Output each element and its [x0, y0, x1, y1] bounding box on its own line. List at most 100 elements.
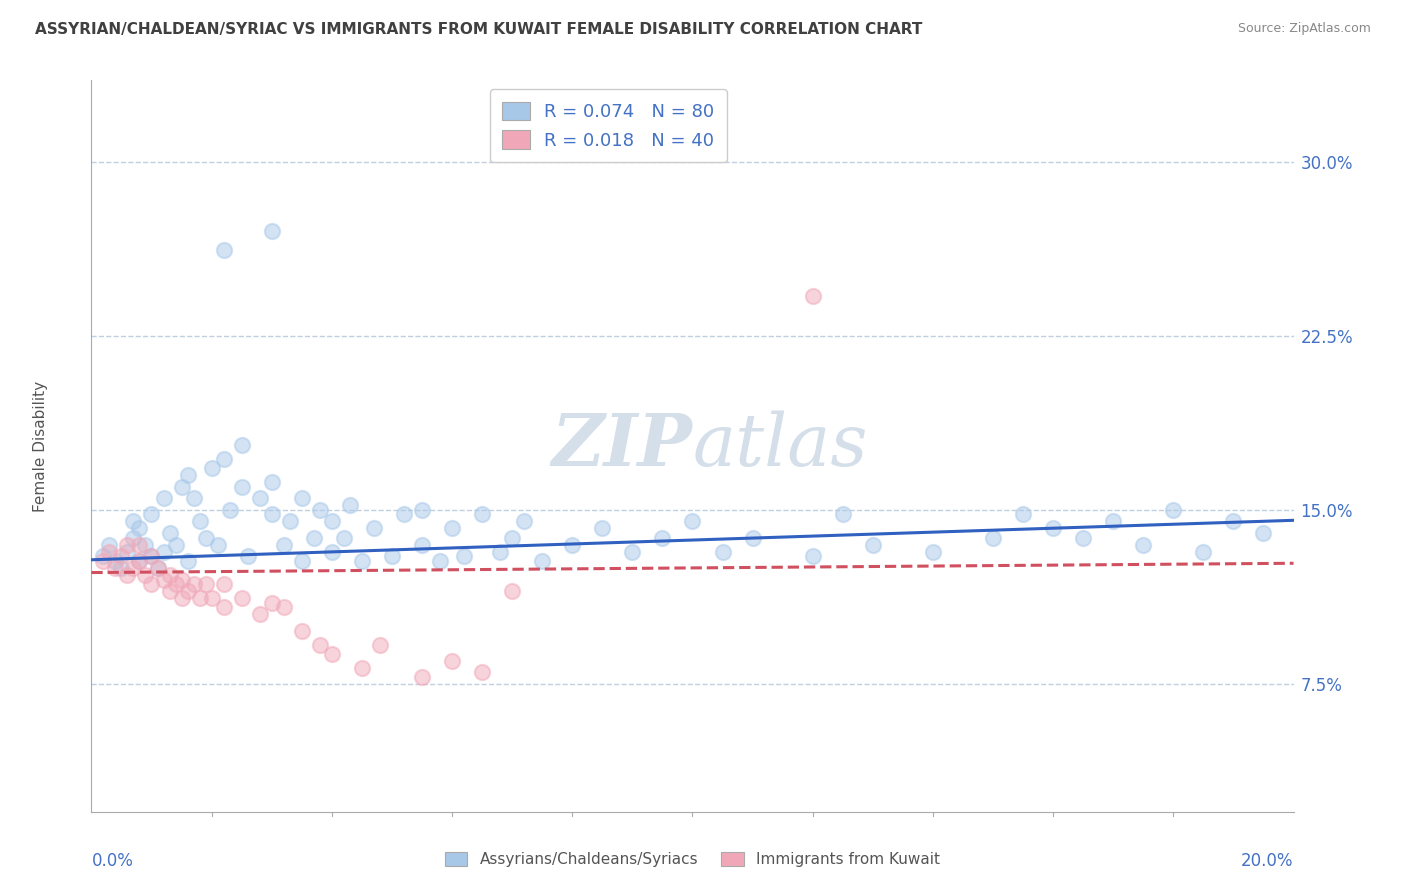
Point — [146, 561, 169, 575]
Point — [212, 451, 235, 466]
Point — [273, 600, 295, 615]
Point — [411, 538, 433, 552]
Point — [561, 538, 583, 552]
Point — [249, 491, 271, 506]
Point — [207, 538, 229, 552]
Point — [218, 503, 240, 517]
Point — [159, 584, 181, 599]
Point — [1161, 503, 1184, 517]
Point — [212, 243, 235, 257]
Point — [93, 549, 115, 564]
Point — [201, 461, 224, 475]
Point — [128, 538, 150, 552]
Point — [170, 591, 193, 606]
Point — [128, 554, 150, 568]
Point — [170, 573, 193, 587]
Point — [591, 521, 613, 535]
Point — [176, 584, 198, 599]
Point — [801, 289, 824, 303]
Point — [212, 577, 235, 591]
Text: ASSYRIAN/CHALDEAN/SYRIAC VS IMMIGRANTS FROM KUWAIT FEMALE DISABILITY CORRELATION: ASSYRIAN/CHALDEAN/SYRIAC VS IMMIGRANTS F… — [35, 22, 922, 37]
Point — [308, 503, 330, 517]
Point — [621, 544, 644, 558]
Point — [291, 554, 314, 568]
Point — [152, 491, 174, 506]
Point — [188, 591, 211, 606]
Point — [98, 544, 121, 558]
Point — [801, 549, 824, 564]
Point — [1102, 515, 1125, 529]
Point — [291, 491, 314, 506]
Point — [183, 577, 205, 591]
Point — [1071, 531, 1094, 545]
Point — [165, 577, 187, 591]
Point — [104, 561, 127, 575]
Point — [170, 480, 193, 494]
Point — [501, 531, 523, 545]
Point — [110, 561, 132, 575]
Point — [141, 549, 163, 564]
Point — [93, 554, 115, 568]
Text: Female Disability: Female Disability — [34, 380, 48, 512]
Point — [122, 515, 145, 529]
Point — [273, 538, 295, 552]
Point — [363, 521, 385, 535]
Point — [1222, 515, 1244, 529]
Point — [134, 538, 156, 552]
Point — [260, 508, 283, 522]
Point — [1042, 521, 1064, 535]
Point — [513, 515, 536, 529]
Point — [260, 224, 283, 238]
Point — [122, 561, 145, 575]
Point — [141, 549, 163, 564]
Point — [681, 515, 703, 529]
Point — [152, 544, 174, 558]
Point — [1192, 544, 1215, 558]
Point — [350, 661, 373, 675]
Point — [1253, 526, 1275, 541]
Point — [308, 638, 330, 652]
Point — [110, 549, 132, 564]
Point — [321, 544, 343, 558]
Point — [922, 544, 945, 558]
Point — [194, 531, 217, 545]
Point — [291, 624, 314, 638]
Point — [117, 567, 139, 582]
Point — [249, 607, 271, 622]
Point — [176, 554, 198, 568]
Point — [141, 508, 163, 522]
Point — [831, 508, 853, 522]
Point — [104, 554, 127, 568]
Point — [231, 438, 253, 452]
Point — [122, 531, 145, 545]
Point — [117, 538, 139, 552]
Point — [392, 508, 415, 522]
Point — [471, 508, 494, 522]
Point — [489, 544, 512, 558]
Point — [212, 600, 235, 615]
Point — [201, 591, 224, 606]
Text: ZIP: ZIP — [551, 410, 692, 482]
Point — [278, 515, 301, 529]
Point — [471, 665, 494, 680]
Point — [381, 549, 404, 564]
Point — [333, 531, 356, 545]
Point — [741, 531, 763, 545]
Point — [260, 475, 283, 489]
Point — [152, 573, 174, 587]
Point — [862, 538, 884, 552]
Point — [302, 531, 325, 545]
Point — [134, 567, 156, 582]
Point — [350, 554, 373, 568]
Point — [176, 468, 198, 483]
Point — [98, 538, 121, 552]
Point — [440, 654, 463, 668]
Text: 20.0%: 20.0% — [1241, 852, 1294, 870]
Text: 0.0%: 0.0% — [91, 852, 134, 870]
Point — [981, 531, 1004, 545]
Point — [411, 503, 433, 517]
Point — [501, 584, 523, 599]
Legend: Assyrians/Chaldeans/Syriacs, Immigrants from Kuwait: Assyrians/Chaldeans/Syriacs, Immigrants … — [439, 847, 946, 873]
Point — [194, 577, 217, 591]
Point — [321, 515, 343, 529]
